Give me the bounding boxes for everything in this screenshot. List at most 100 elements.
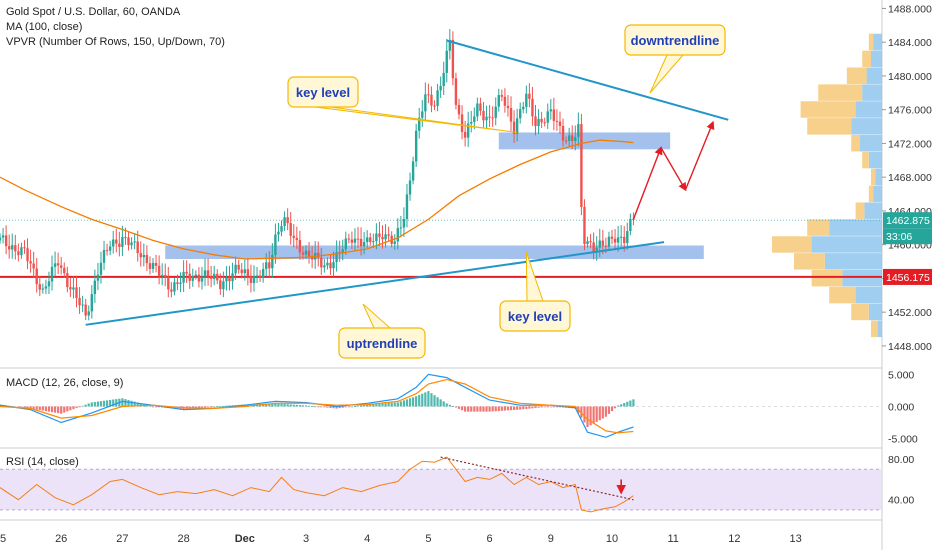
candle-body xyxy=(63,268,65,273)
macd-histogram-bar xyxy=(513,407,515,410)
macd-histogram-bar xyxy=(394,403,396,407)
macd-histogram-bar xyxy=(85,405,87,407)
candle-body xyxy=(204,270,206,277)
candle-body xyxy=(143,255,145,257)
price-tick-label: 1476.000 xyxy=(888,105,932,117)
vpvr-legend[interactable]: VPVR (Number Of Rows, 150, Up/Down, 70) xyxy=(6,35,225,50)
macd-histogram-bar xyxy=(586,407,588,428)
candle-body xyxy=(112,240,114,247)
macd-histogram-bar xyxy=(225,406,227,407)
candle-body xyxy=(308,251,310,257)
macd-histogram-bar xyxy=(351,407,353,408)
candle-body xyxy=(574,137,576,141)
candle-body xyxy=(84,305,86,316)
candle-body xyxy=(155,263,157,266)
macd-histogram-bar xyxy=(293,405,295,407)
candle-body xyxy=(354,239,356,243)
macd-histogram-bar xyxy=(473,407,475,412)
candle-body xyxy=(118,244,120,247)
macd-histogram-bar xyxy=(66,407,68,412)
candle-body xyxy=(283,217,285,226)
candle-body xyxy=(357,239,359,240)
symbol-title[interactable]: Gold Spot / U.S. Dollar, 60, OANDA xyxy=(6,5,225,20)
macd-histogram-bar xyxy=(525,407,527,409)
macd-tick-label: -5.000 xyxy=(888,434,918,446)
macd-histogram-bar xyxy=(216,406,218,407)
candle-body xyxy=(589,241,591,242)
candle-body xyxy=(152,263,154,269)
macd-histogram-bar xyxy=(611,407,613,412)
macd-histogram-bar xyxy=(467,407,469,412)
candle-body xyxy=(446,51,448,73)
candle-body xyxy=(522,107,524,109)
candle-body xyxy=(23,247,25,248)
candle-body xyxy=(547,111,549,122)
price-tick-label: 1472.000 xyxy=(888,138,932,150)
macd-legend[interactable]: MACD (12, 26, close, 9) xyxy=(6,376,123,391)
macd-histogram-bar xyxy=(219,406,221,407)
volume-profile-up-bar xyxy=(869,304,882,320)
candle-body xyxy=(504,97,506,106)
candle-body xyxy=(424,94,426,111)
macd-histogram-bar xyxy=(100,401,102,406)
candle-body xyxy=(176,282,178,284)
macd-histogram-bar xyxy=(320,407,322,408)
volume-profile-up-bar xyxy=(862,84,882,100)
candle-body xyxy=(11,245,13,249)
candle-body xyxy=(534,116,536,126)
candle-body xyxy=(360,239,362,246)
candle-body xyxy=(277,232,279,235)
time-tick-label: 13 xyxy=(789,533,801,545)
macd-histogram-bar xyxy=(458,407,460,409)
rsi-legend[interactable]: RSI (14, close) xyxy=(6,455,79,470)
candle-body xyxy=(241,270,243,273)
price-tick-label: 1480.000 xyxy=(888,71,932,83)
macd-histogram-bar xyxy=(36,407,38,410)
candle-body xyxy=(611,237,613,239)
candle-body xyxy=(397,228,399,241)
candle-body xyxy=(164,275,166,277)
volume-profile-down-bar xyxy=(772,236,812,252)
macd-tick-label: 0.000 xyxy=(888,402,914,414)
candle-body xyxy=(296,238,298,240)
price-tick-label: 1452.000 xyxy=(888,307,932,319)
macd-histogram-bar xyxy=(326,407,328,408)
macd-histogram-bar xyxy=(614,407,616,409)
macd-histogram-bar xyxy=(317,407,319,408)
macd-histogram-bar xyxy=(97,402,99,407)
macd-histogram-bar xyxy=(461,407,463,411)
candle-body xyxy=(516,118,518,134)
candle-body xyxy=(210,276,212,279)
ma-legend[interactable]: MA (100, close) xyxy=(6,20,225,35)
volume-profile-down-bar xyxy=(851,304,869,320)
candle-body xyxy=(5,235,7,246)
candle-body xyxy=(351,240,353,243)
rsi-tick-label: 40.00 xyxy=(888,495,914,507)
macd-histogram-bar xyxy=(470,407,472,412)
macd-histogram-bar xyxy=(443,401,445,406)
macd-histogram-bar xyxy=(430,393,432,406)
candle-body xyxy=(443,73,445,86)
macd-histogram-bar xyxy=(210,407,212,408)
time-tick-label: 28 xyxy=(177,533,189,545)
candle-body xyxy=(531,99,533,117)
candle-body xyxy=(412,161,414,180)
macd-histogram-bar xyxy=(388,403,390,406)
macd-histogram-bar xyxy=(556,407,558,408)
candle-body xyxy=(262,269,264,278)
volume-profile-up-bar xyxy=(875,169,882,185)
macd-histogram-bar xyxy=(504,407,506,411)
candle-body xyxy=(586,241,588,244)
time-tick-label: 4 xyxy=(364,533,370,545)
candle-body xyxy=(421,111,423,117)
candle-body xyxy=(387,234,389,235)
candle-body xyxy=(231,273,233,281)
candle-body xyxy=(124,237,126,238)
candle-body xyxy=(219,280,221,289)
candle-body xyxy=(384,234,386,239)
macd-histogram-bar xyxy=(207,407,209,408)
candle-body xyxy=(473,116,475,122)
candle-body xyxy=(45,286,47,288)
